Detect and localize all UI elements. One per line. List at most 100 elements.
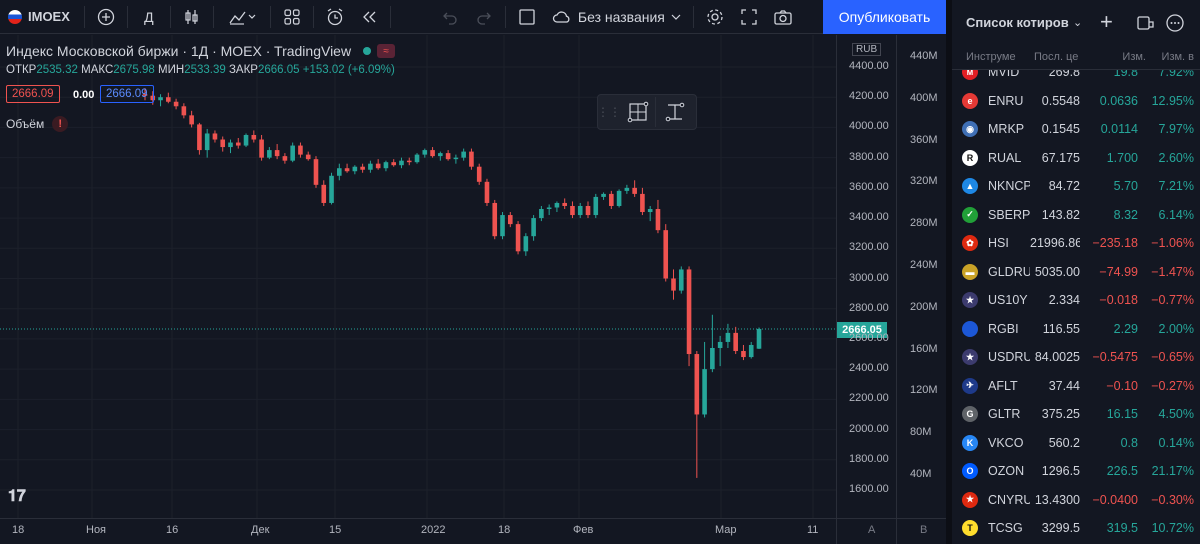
row-last-price: 13.4300 <box>1034 492 1080 507</box>
candle-body <box>204 133 210 151</box>
change-value: +153.02 (+6.09%) <box>302 64 395 76</box>
fullscreen-button[interactable] <box>732 0 766 34</box>
watchlist-row-ozon[interactable]: O OZON 1296.5 226.5 21.17% <box>952 457 1200 486</box>
row-last-price: 84.0025 <box>1034 350 1080 365</box>
row-change: −0.0400 <box>1092 492 1138 507</box>
candle-body <box>445 153 451 160</box>
row-change-pct: 7.92% <box>1158 70 1194 80</box>
volume-axis-label: 360M <box>910 133 938 146</box>
templates-button[interactable] <box>275 0 309 34</box>
undo-button[interactable] <box>433 0 467 34</box>
low-label: МИН <box>158 64 185 76</box>
row-symbol: US10Y <box>988 293 1028 308</box>
chart-legend: Индекс Московской биржи · 1Д · MOEX · Tr… <box>6 43 396 59</box>
watchlist-row-gltr[interactable]: G GLTR 375.25 16.15 4.50% <box>952 400 1200 429</box>
layout-select-button[interactable] <box>510 0 544 34</box>
watchlist-row-mvid[interactable]: м MVID 269.8 19.8 7.92% <box>952 70 1200 87</box>
row-change-pct: −1.06% <box>1151 236 1194 251</box>
watchlist-row-nkncp[interactable]: ▲ NKNCP 84.72 5.70 7.21% <box>952 172 1200 201</box>
candle-body <box>546 207 552 210</box>
add-symbol-icon[interactable]: + <box>1100 9 1113 34</box>
watchlist-row-vkco[interactable]: K VKCO 560.2 0.8 0.14% <box>952 429 1200 458</box>
redo-button[interactable] <box>467 0 501 34</box>
candle-body <box>337 168 342 176</box>
watchlist-row-sberp[interactable]: ✓ SBERP 143.82 8.32 6.14% <box>952 201 1200 230</box>
advanced-view-icon[interactable] <box>1135 13 1155 33</box>
alert-button[interactable] <box>318 0 352 34</box>
col-symbol[interactable]: Инструме <box>966 50 1016 63</box>
snapshot-button[interactable] <box>766 0 800 34</box>
tradingview-logo-icon[interactable]: 𝟏𝟕 <box>8 488 26 505</box>
high-value: 2675.98 <box>113 64 155 76</box>
row-change-pct: 4.50% <box>1158 407 1194 422</box>
axis-scale-b-button[interactable]: B <box>920 524 928 536</box>
row-symbol: USDRUB <box>988 350 1030 365</box>
volume-label: Объём <box>6 117 45 131</box>
symbol-logo-icon: K <box>952 434 988 451</box>
candle-body <box>507 215 513 225</box>
candle-body <box>189 115 194 125</box>
watchlist-row-mrkp[interactable]: ◉ MRKP 0.1545 0.0114 7.97% <box>952 115 1200 144</box>
candle-body <box>158 97 163 101</box>
watchlist-row-hsi[interactable]: ✿ HSI 21996.86 −235.18 −1.06% <box>952 229 1200 258</box>
row-symbol: VKCO <box>988 435 1024 450</box>
fullscreen-icon <box>741 8 757 25</box>
measure-tool-button[interactable] <box>656 97 694 127</box>
candle-body <box>632 187 637 194</box>
layout-name-button[interactable]: Без названия <box>544 0 689 34</box>
col-last[interactable]: Посл. це <box>1034 50 1079 63</box>
more-options-icon[interactable] <box>1165 13 1185 33</box>
warning-icon[interactable]: ! <box>52 116 69 132</box>
toolbar-separator <box>169 5 171 28</box>
symbol-search-button[interactable]: IMOEX <box>0 0 80 34</box>
row-change-pct: 10.72% <box>1151 521 1194 536</box>
row-symbol: ENRU <box>988 93 1024 108</box>
row-change: 8.32 <box>1113 207 1138 222</box>
indicators-button[interactable] <box>218 0 266 34</box>
row-change-pct: 0.14% <box>1158 435 1194 450</box>
row-change-pct: 12.95% <box>1151 93 1194 108</box>
chevron-down-icon[interactable]: ⌄ <box>1073 17 1083 29</box>
candle-body <box>640 193 645 213</box>
watchlist-row-cnyrub[interactable]: ★CNYRUB 13.4300 −0.0400 −0.30% <box>952 486 1200 515</box>
symbol-logo-icon: ★ <box>952 491 988 508</box>
watchlist-row-enru[interactable]: e ENRU 0.5548 0.0636 12.95% <box>952 87 1200 116</box>
watchlist-row-tcsg[interactable]: T TCSG 3299.5 319.5 10.72% <box>952 514 1200 543</box>
symbol-logo-icon: ✓ <box>952 206 988 223</box>
row-symbol: MRKP <box>988 122 1025 137</box>
crosshair-tool-button[interactable] <box>620 97 656 127</box>
row-change: −74.99 <box>1099 264 1138 279</box>
watchlist-title[interactable]: Список котиров <box>966 14 1069 30</box>
panel-divider[interactable] <box>946 0 952 544</box>
publish-button[interactable]: Опубликовать <box>823 0 946 34</box>
watchlist-row-aflt[interactable]: ✈ AFLT 37.44 −0.10 −0.27% <box>952 372 1200 401</box>
watchlist-row-gldrub[interactable]: ▬GLDRUB 5035.00 −74.99 −1.47% <box>952 258 1200 287</box>
replay-button[interactable] <box>352 0 386 34</box>
watchlist-row-rgbi[interactable]: RGBI 116.55 2.29 2.00% <box>952 315 1200 344</box>
candle-body <box>539 209 544 219</box>
col-change-pct[interactable]: Изм. в <box>1161 50 1194 63</box>
row-change-pct: 7.21% <box>1158 179 1194 194</box>
buy-button[interactable]: 2666.09 <box>100 85 154 103</box>
price-chart[interactable] <box>0 35 946 544</box>
watchlist-row-rual[interactable]: R RUAL 67.175 1.700 2.60% <box>952 144 1200 173</box>
watchlist-row-usdrub[interactable]: ★USDRUB 84.0025 −0.5475 −0.65% <box>952 343 1200 372</box>
price-axis-label: 2400.00 <box>849 362 889 375</box>
candle-body <box>484 181 490 203</box>
col-change[interactable]: Изм. <box>1122 50 1146 63</box>
sell-button[interactable]: 2666.09 <box>6 85 60 103</box>
watchlist-row-us10y[interactable]: ★ US10Y 2.334 −0.018 −0.77% <box>952 286 1200 315</box>
chart-type-button[interactable] <box>175 0 209 34</box>
compare-add-button[interactable] <box>89 0 123 34</box>
symbol-logo-icon <box>952 320 988 337</box>
drag-handle-icon[interactable]: ⋮⋮ <box>597 105 621 119</box>
gear-icon <box>707 8 723 25</box>
candle-body <box>399 160 404 166</box>
ohlc-values: ОТКР2535.32 МАКС2675.98 МИН2533.39 ЗАКР2… <box>6 64 395 76</box>
row-symbol: OZON <box>988 464 1025 479</box>
interval-button[interactable]: Д <box>132 0 166 34</box>
cloud-icon <box>552 10 570 23</box>
currency-badge[interactable]: RUB <box>852 43 882 56</box>
axis-scale-a-button[interactable]: A <box>868 524 876 536</box>
settings-button[interactable] <box>698 0 732 34</box>
